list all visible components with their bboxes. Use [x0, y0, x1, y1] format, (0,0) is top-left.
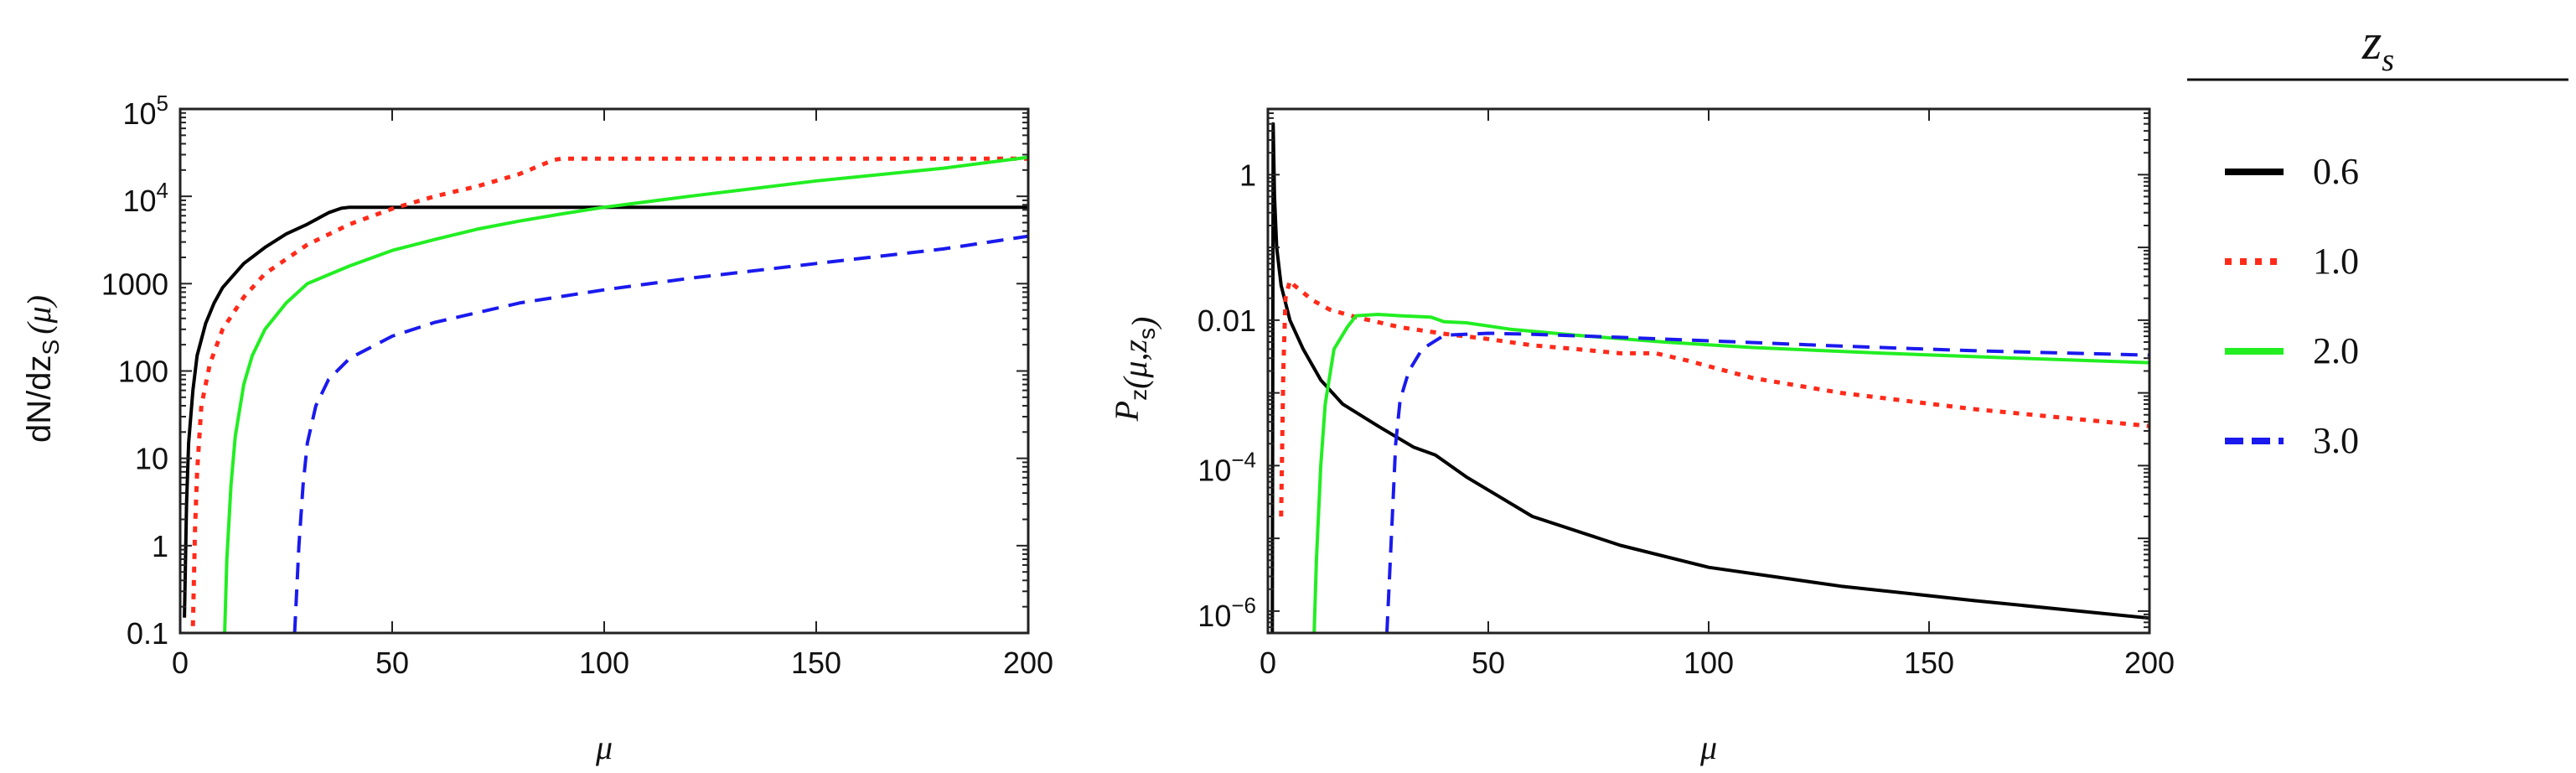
x-tick-label: 50 [375, 646, 409, 680]
right-y-axis-title-sub: z [1125, 389, 1151, 401]
right-y-axis-title-part: (μ,z [1116, 340, 1154, 389]
y-tick-label: 1 [1239, 158, 1256, 192]
right-y-axis-title-part: ) [1125, 317, 1162, 329]
right-y-axis-title-sub: s [1134, 328, 1160, 340]
series-line-zs-1-0 [190, 156, 1028, 626]
x-tick-label: 100 [1684, 646, 1734, 680]
series-line-zs-2-0 [1312, 313, 2149, 633]
right-y-axis-title-part: P [1108, 401, 1146, 422]
left-x-axis-title: μ [595, 729, 613, 766]
y-tick-label-exponent: −6 [1231, 593, 1256, 618]
legend-title-sub: s [2382, 43, 2394, 78]
left-y-axis-title-tail: (μ) [20, 295, 58, 335]
legend-label-2-0: 2.0 [2313, 330, 2359, 371]
x-tick-label: 200 [2124, 646, 2175, 680]
x-tick-label: 200 [1003, 646, 1053, 680]
x-tick-label: 150 [1904, 646, 1954, 680]
series-line-zs-0-6 [1270, 122, 2149, 633]
series-line-zs-1-0 [1279, 278, 2149, 517]
y-tick-label: 105 [122, 91, 168, 131]
y-tick-label: 10−4 [1197, 447, 1256, 487]
y-tick-label: 10 [135, 442, 168, 476]
series-line-zs-2-0 [223, 155, 1028, 633]
series-line-zs-3-0 [1385, 331, 2149, 633]
x-tick-label: 0 [172, 646, 189, 680]
y-tick-label: 1000 [101, 267, 168, 301]
y-tick-label: 1 [152, 529, 168, 563]
series-line-zs-0-6 [183, 205, 1028, 618]
y-tick-label-base: 10 [1197, 453, 1231, 487]
left-y-axis-title-sub: S [38, 340, 64, 355]
y-tick-label-exponent: −4 [1231, 447, 1256, 472]
x-tick-label: 150 [791, 646, 841, 680]
y-tick-label-exponent: 4 [157, 178, 168, 203]
right-series-group [1270, 122, 2149, 633]
left-series-group [183, 155, 1028, 633]
right-x-axis-title: μ [1699, 729, 1717, 766]
y-tick-label: 0.1 [127, 616, 168, 651]
right-plot-frame [1266, 107, 2151, 635]
y-tick-label-base: 10 [122, 184, 156, 218]
left-plot-frame [178, 107, 1030, 635]
legend: zs 0.6 1.0 2.0 3.0 [2187, 14, 2568, 461]
y-tick-label-base: 10 [122, 96, 156, 131]
left-y-axis-title: dN/dzS (μ) [20, 295, 64, 443]
series-line-zs-3-0 [292, 234, 1028, 633]
legend-entries: 0.6 1.0 2.0 3.0 [2225, 151, 2359, 461]
right-y-axis-title: Pz(μ,zs) [1108, 317, 1162, 423]
legend-title: zs [2361, 14, 2394, 78]
legend-label-3-0: 3.0 [2313, 420, 2359, 461]
left-y-axis-title-main: dN/dz [21, 355, 58, 443]
y-tick-label: 100 [118, 355, 168, 389]
y-tick-label-base: 10 [1197, 599, 1231, 633]
legend-label-1-0: 1.0 [2313, 241, 2359, 282]
y-tick-label: 0.01 [1197, 303, 1256, 338]
x-tick-label: 50 [1472, 646, 1505, 680]
y-tick-label: 10−6 [1197, 593, 1256, 633]
y-tick-label: 104 [122, 178, 168, 218]
legend-title-main: z [2361, 14, 2382, 70]
legend-label-0-6: 0.6 [2313, 151, 2359, 192]
x-tick-label: 100 [579, 646, 629, 680]
x-tick-label: 0 [1260, 646, 1276, 680]
y-tick-label-exponent: 5 [157, 91, 168, 116]
